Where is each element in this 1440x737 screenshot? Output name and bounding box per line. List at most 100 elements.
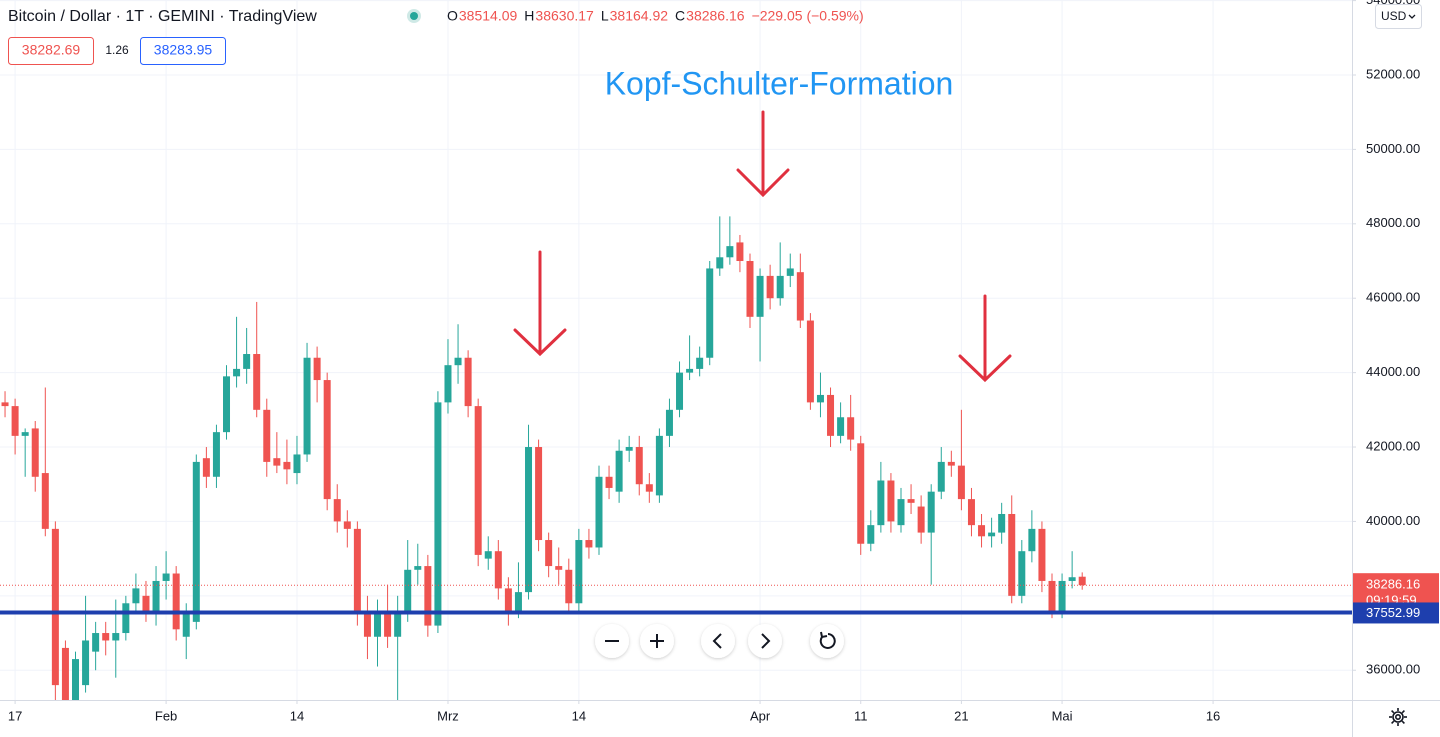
candle-body [61,647,69,700]
candle-body [575,540,583,604]
candle-body [112,633,120,641]
candle-body [72,659,80,700]
dropdown-chevron [1408,14,1416,19]
candle-body [605,476,613,488]
ohlc-letter: O [447,8,458,24]
candle-body [253,354,261,410]
nav-buttons [595,624,844,658]
ohlc-value: 38514.09 [459,8,518,24]
candle-body [404,569,412,611]
bid-price: 38282.69 [22,42,81,58]
zoom-out[interactable] [595,624,629,658]
candle-body [686,368,694,373]
candle-body [444,365,452,403]
status-dot [410,12,418,20]
candle-body [816,394,824,403]
candle-body [776,275,784,299]
candle-body [333,499,341,522]
candle-body [615,450,623,492]
candle-body [1008,513,1016,596]
candle-body [273,458,281,466]
candle-body [464,357,472,407]
candle-body [595,476,603,548]
candle-body [978,525,986,537]
candle-body [796,272,804,321]
candle-body [635,447,643,485]
arrow-right-shoulder-head [958,354,1012,383]
arrow-head-head [736,168,790,198]
currency-dropdown[interactable] [1375,4,1422,29]
candle-body [847,417,855,440]
candle-body [947,461,955,466]
y-tick-label: 40000.00 [1366,513,1420,528]
zoom-in[interactable] [640,624,674,658]
candle-body [182,614,190,637]
candle-body [1028,528,1036,552]
reset-chart[interactable] [810,624,844,658]
candle-body [645,484,653,492]
y-tick-label: 42000.00 [1366,438,1420,453]
ohlc-value: 38164.92 [610,8,669,24]
candle-body [907,499,915,503]
axes: 36000.0038000.0040000.0042000.0044000.00… [8,0,1439,723]
candle-body [303,357,311,455]
candle-body [21,432,29,436]
candle-body [585,540,593,548]
candle-body [283,461,291,470]
candle-body [857,443,865,544]
candle-body [665,409,673,436]
candle-body [313,357,321,381]
candle-body [525,447,533,593]
candle-body [424,566,432,626]
y-tick-label: 36000.00 [1366,662,1420,677]
candle-body [957,465,965,500]
scroll-right[interactable] [748,624,782,658]
bid-box[interactable] [8,37,94,65]
candle-body [223,376,231,433]
candle-body [172,573,180,630]
ask-box[interactable] [140,37,226,65]
candle-body [1078,576,1086,586]
scroll-left[interactable] [701,624,735,658]
x-tick-label: Feb [155,708,177,723]
candle-body [937,461,945,492]
candle-body [233,368,241,377]
candle-body [917,506,925,533]
candle-body [162,573,170,581]
ohlc-value: 38286.16 [686,8,745,24]
candle-body [202,458,210,477]
candle-body [766,275,774,299]
candle-body [867,525,875,544]
candle-body [1068,577,1076,581]
candle-body [706,268,714,358]
candle-body [736,242,744,262]
spread: 1.26 [105,43,129,57]
candle-body [1,402,9,407]
candle-body [676,372,684,410]
candle-body [514,592,522,611]
settings[interactable] [1389,708,1407,726]
symbol-title: Bitcoin / Dollar · 1T · GEMINI · Trading… [8,8,317,25]
candle-body [374,614,382,637]
x-tick-label: 16 [1206,708,1220,723]
candle-body [82,640,90,686]
candle-body [384,614,392,637]
candle-body [897,499,905,526]
candle-body [414,566,422,570]
candle-body [988,532,996,537]
ohlc: O 38514.09 H 38630.17 L 38164.92 C 38286.16 −229… [447,8,864,24]
candle-body [474,406,482,555]
change: −229.05 (−0.59%) [752,8,864,24]
candle-body [1018,551,1026,596]
candle-body [394,610,402,637]
candle-body [31,428,39,477]
candle-body [102,633,110,641]
candle-body [555,566,563,570]
candle-body [877,480,885,526]
candle-body [786,268,794,276]
y-tick-label: 44000.00 [1366,364,1420,379]
candle-body [535,447,543,541]
ohlc-letter: H [524,8,534,24]
last-price-label: 38286.16 [1366,577,1420,592]
x-tick-label: Mrz [437,708,459,723]
